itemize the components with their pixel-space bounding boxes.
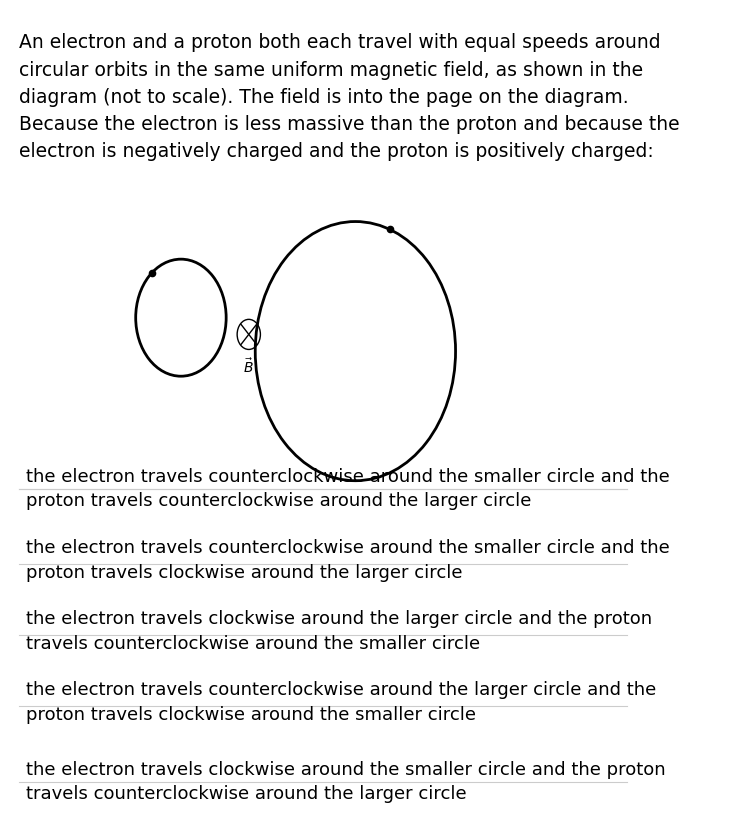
- Text: $\vec{B}$: $\vec{B}$: [243, 358, 254, 376]
- Text: the electron travels counterclockwise around the smaller circle and the
proton t: the electron travels counterclockwise ar…: [26, 468, 670, 511]
- Text: An electron and a proton both each travel with equal speeds around
circular orbi: An electron and a proton both each trave…: [19, 33, 680, 161]
- Text: the electron travels clockwise around the larger circle and the proton
travels c: the electron travels clockwise around th…: [26, 610, 652, 653]
- Text: the electron travels counterclockwise around the smaller circle and the
proton t: the electron travels counterclockwise ar…: [26, 539, 670, 582]
- Text: the electron travels clockwise around the smaller circle and the proton
travels : the electron travels clockwise around th…: [26, 761, 665, 803]
- Text: the electron travels counterclockwise around the larger circle and the
proton tr: the electron travels counterclockwise ar…: [26, 681, 656, 724]
